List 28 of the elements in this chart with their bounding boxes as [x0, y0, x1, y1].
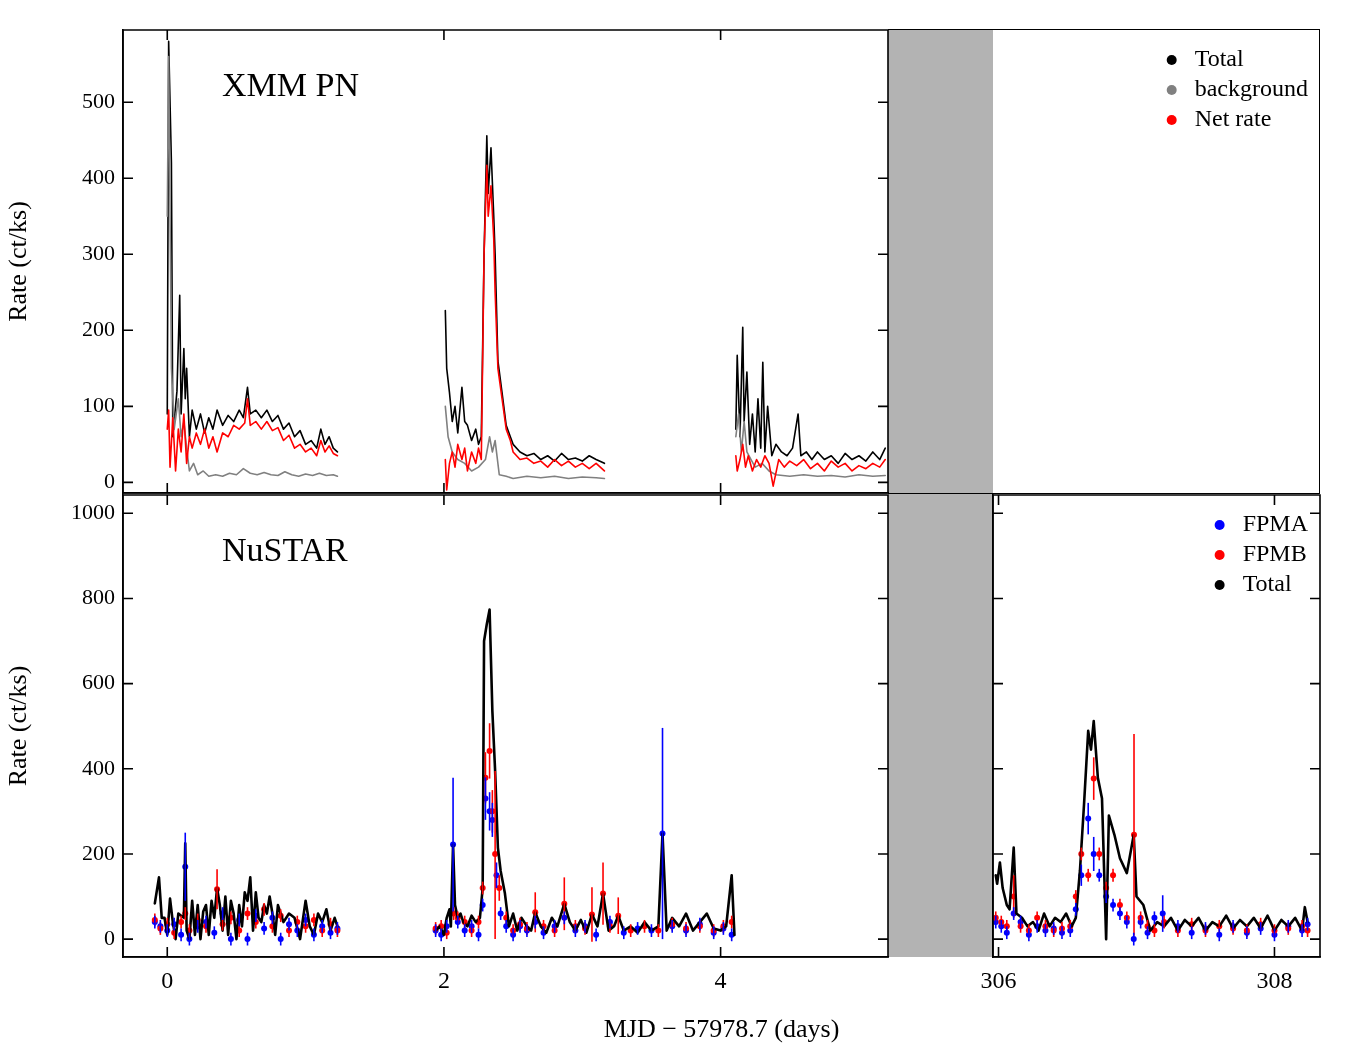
- text: XMM PN: [222, 65, 359, 103]
- y-axis-title: Rate (ct/ks): [3, 665, 33, 787]
- y-tick-label: 400: [82, 754, 115, 780]
- y-axis-title: Rate (ct/ks): [3, 201, 33, 322]
- y-tick-label: 800: [82, 584, 115, 610]
- x-axis-title: MJD − 57978.7 (days): [603, 1013, 840, 1043]
- x-tick-label: 2: [437, 966, 450, 993]
- y-tick-label: 0: [104, 468, 115, 494]
- y-tick-label: 200: [82, 839, 115, 865]
- legend-label: Net rate: [1194, 105, 1272, 132]
- text: NuSTAR: [222, 530, 349, 568]
- y-tick-label: 1000: [71, 499, 115, 525]
- y-tick-label: 0: [104, 924, 115, 950]
- x-tick-label: 4: [714, 966, 727, 993]
- y-tick-label: 400: [82, 164, 115, 190]
- legend-label: Total: [1242, 570, 1292, 597]
- y-tick-label: 300: [82, 240, 115, 266]
- y-tick-label: 500: [82, 88, 115, 114]
- x-tick-label: 0: [161, 966, 174, 993]
- legend-label: FPMA: [1242, 510, 1309, 537]
- legend-label: Total: [1194, 45, 1245, 72]
- y-tick-label: 200: [82, 316, 115, 342]
- y-tick-label: 100: [82, 392, 115, 418]
- y-tick-label: 600: [82, 669, 115, 695]
- x-tick-label: 306: [980, 966, 1017, 993]
- x-tick-label: 308: [1256, 966, 1293, 993]
- legend-label: FPMB: [1242, 540, 1307, 567]
- legend-label: background: [1194, 75, 1308, 102]
